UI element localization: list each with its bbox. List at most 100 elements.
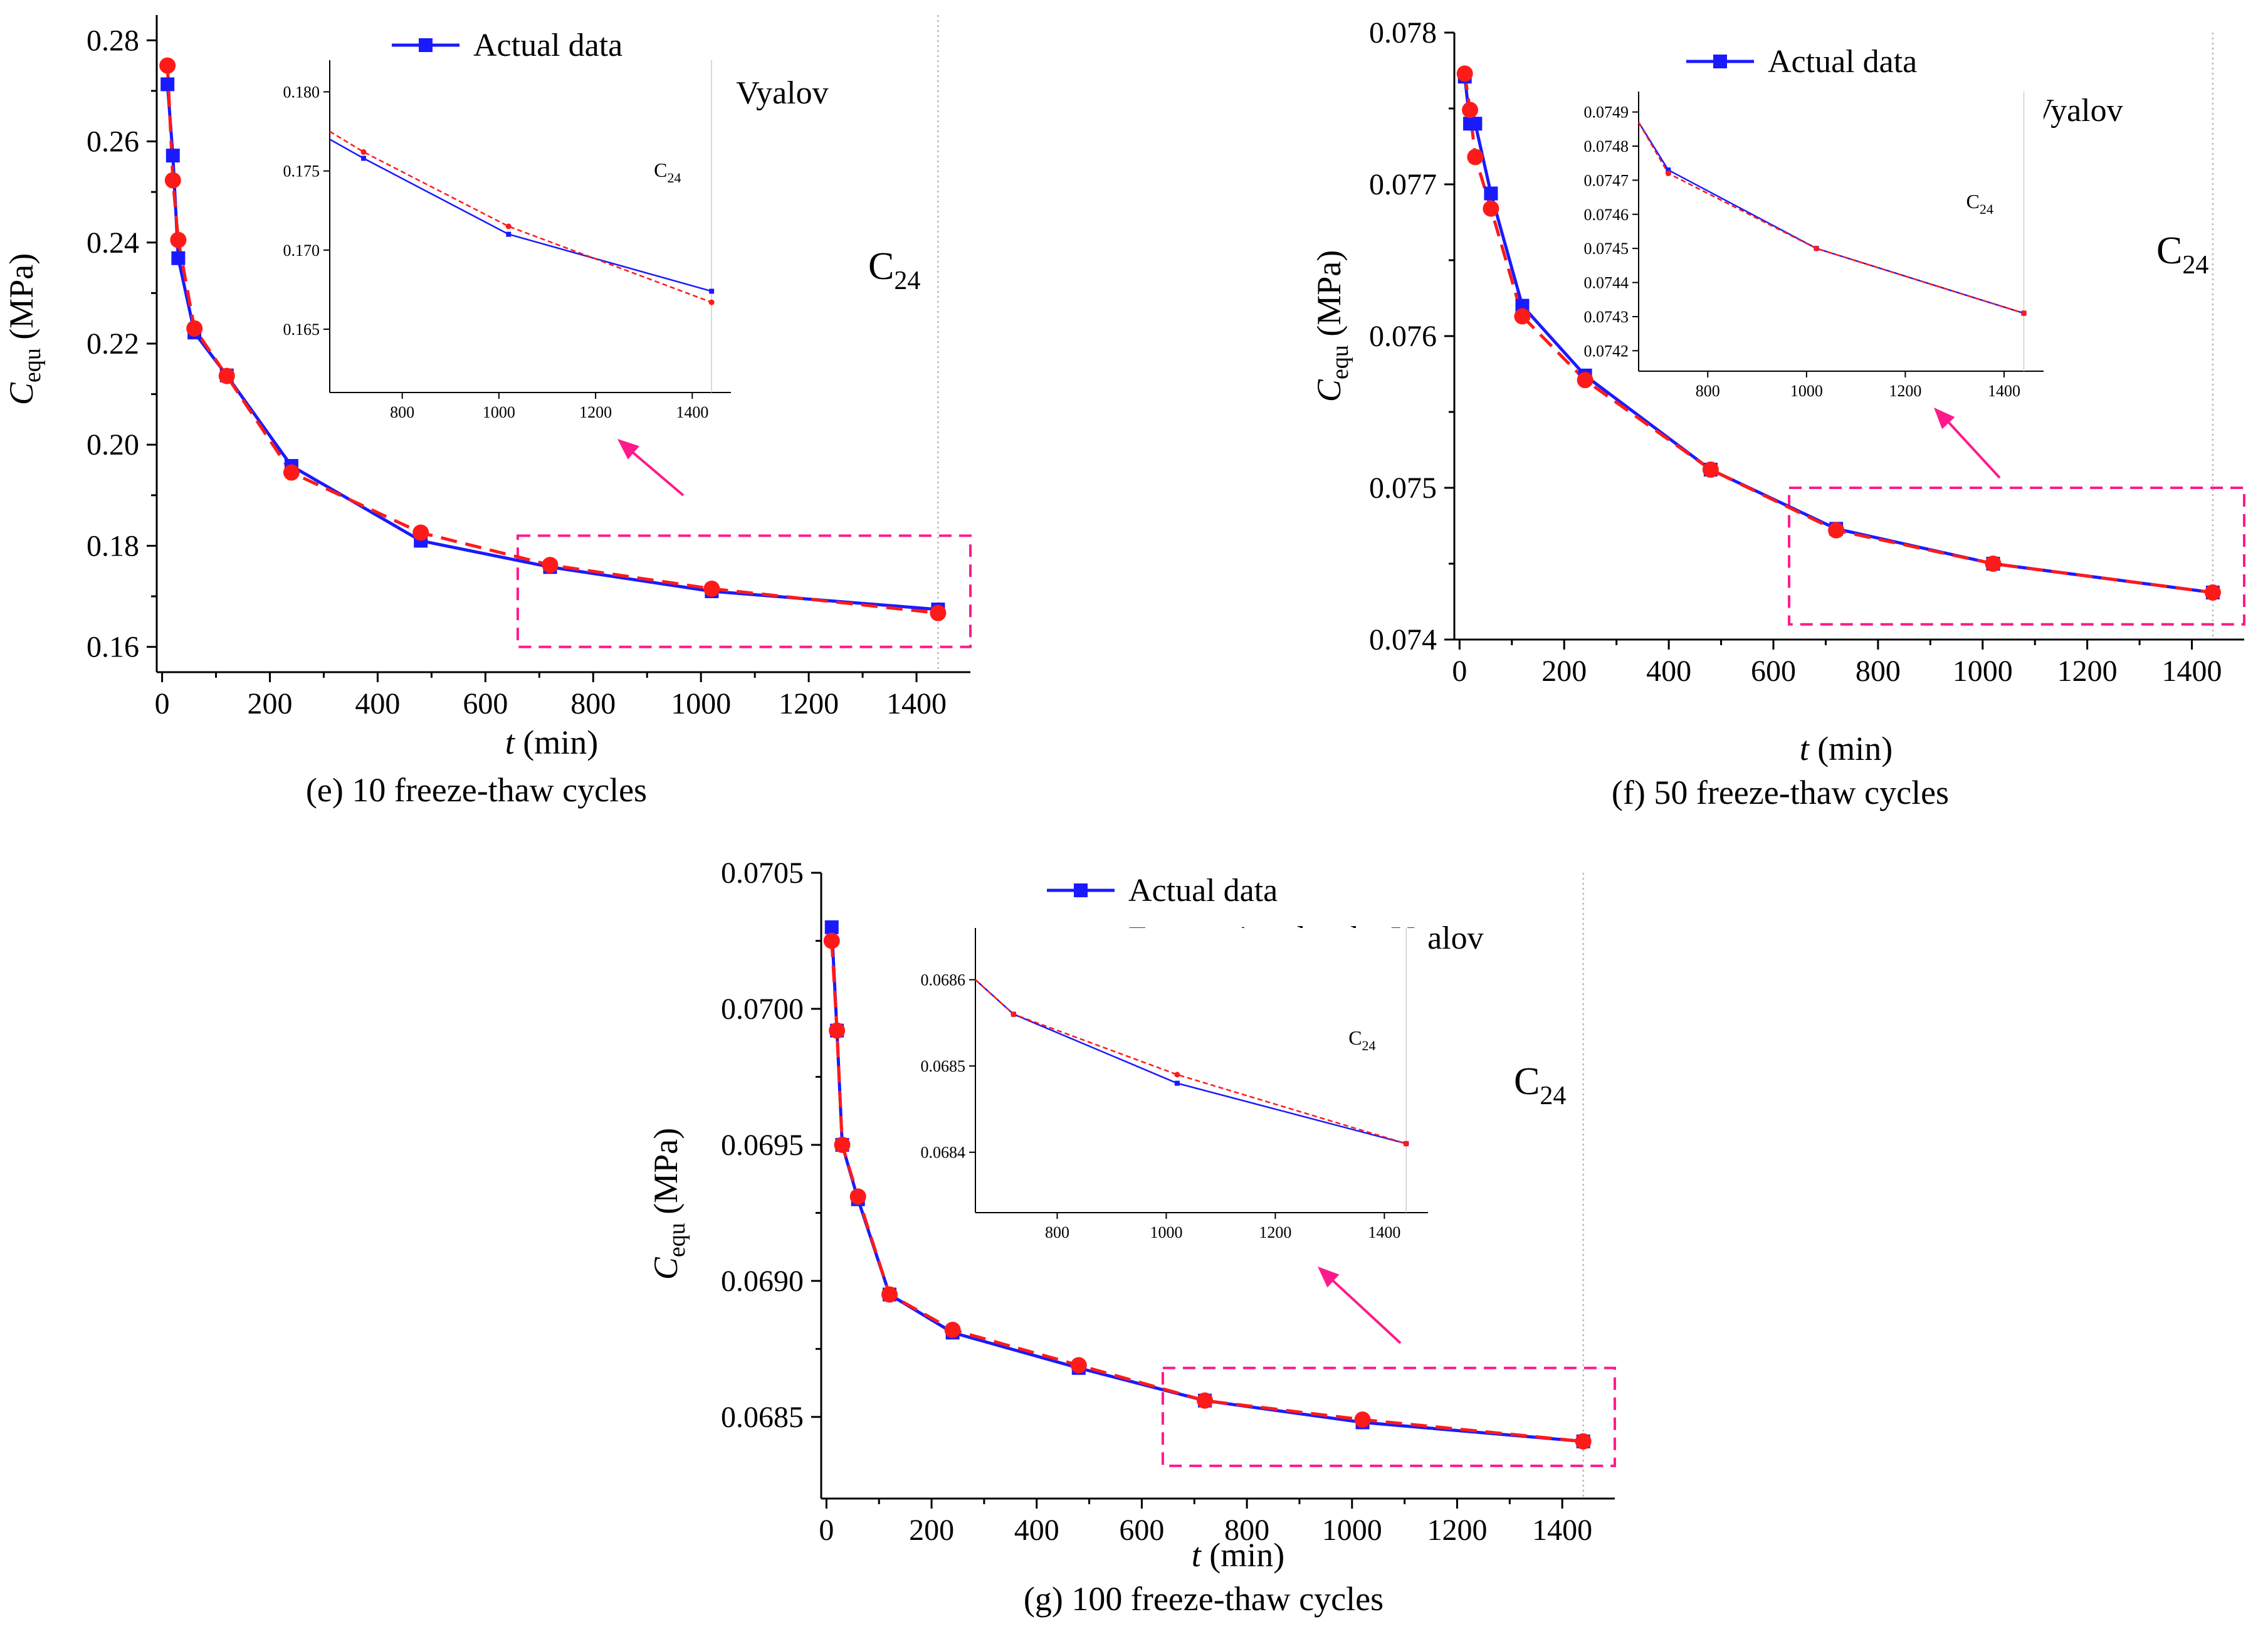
- x-tick-label: 1400: [886, 687, 947, 720]
- inset-point-actual: [506, 231, 512, 237]
- x-tick-label: 800: [1224, 1514, 1269, 1547]
- panel-caption: (e) 10 freeze-thaw cycles: [306, 771, 647, 809]
- inset-x-tick-label: 1200: [1889, 382, 1921, 400]
- inset-y-tick-label: 0.0748: [1584, 137, 1629, 155]
- data-point-forecast: [170, 231, 187, 248]
- x-tick-label: 0: [1452, 655, 1467, 688]
- x-tick-label: 400: [355, 687, 400, 720]
- x-axis-label: t (min): [505, 724, 599, 761]
- zoom-arrow-head: [1934, 408, 1955, 430]
- panel-caption: (g) 100 freeze-thaw cycles: [1024, 1580, 1383, 1618]
- data-point-forecast: [1577, 372, 1593, 389]
- zoom-arrow-head: [1318, 1267, 1340, 1288]
- data-point-actual: [171, 251, 186, 265]
- inset-point-actual: [360, 155, 366, 161]
- panel-e: 0 200 400 600 800 1000 1200 1400 0.16 0.18 0.20 0.2…: [3, 15, 972, 809]
- inset-c24-sub: 24: [1980, 201, 1993, 217]
- inset-y-tick-label: 0.0684: [921, 1144, 966, 1162]
- x-tick-label: 600: [1751, 655, 1796, 688]
- x-axis-label-unit: (min): [1809, 730, 1893, 767]
- zoom-box: [1161, 1366, 1617, 1467]
- y-tick-label: 0.078: [1369, 16, 1437, 50]
- inset-c24-label: C24: [654, 159, 681, 186]
- y-tick-label: 0.0695: [721, 1129, 804, 1162]
- inset-g: 800 1000 1200 1400 0.0684 0.0685 0.0686 C24: [921, 928, 1428, 1241]
- y-tick-label: 0.28: [87, 24, 139, 57]
- inset-x-tick-label: 1000: [483, 403, 515, 421]
- x-axis-label: t (min): [1800, 730, 1893, 767]
- data-point-forecast: [834, 1136, 851, 1153]
- y-axis-label: Cequ (MPa): [3, 253, 46, 405]
- data-point-forecast: [1575, 1433, 1592, 1450]
- data-point-forecast: [1070, 1357, 1087, 1374]
- x-tick-label: 1200: [2057, 655, 2118, 688]
- zoom-arrow-head: [617, 439, 639, 460]
- y-axis-label-unit: (MPa): [647, 1128, 685, 1223]
- inset-line-forecast: [975, 979, 1407, 1145]
- data-point-actual: [1468, 117, 1483, 131]
- inset-point-forecast: [360, 149, 367, 155]
- inset-point-actual: [709, 288, 715, 294]
- data-point-forecast: [1354, 1411, 1371, 1428]
- zoom-arrow: [1940, 413, 2001, 479]
- inset-c24-main: C: [1348, 1026, 1362, 1049]
- x-tick-label: 800: [1856, 655, 1901, 688]
- x-tick-label: 0: [819, 1514, 834, 1547]
- y-tick-label: 0.077: [1369, 168, 1437, 201]
- y-axis-label: Cequ (MPa): [1310, 250, 1353, 402]
- y-axis-label-unit: (MPa): [3, 253, 40, 348]
- series-line-actual: [830, 927, 1583, 1443]
- data-point-actual: [824, 920, 839, 934]
- data-point-forecast: [930, 604, 947, 621]
- data-point-actual: [165, 149, 180, 163]
- data-point-forecast: [186, 320, 203, 337]
- c24-label: C24: [1514, 1060, 1566, 1110]
- inset-f: 800 1000 1200 1400 0.0742 0.0743 0.0744 0.0745 0…: [1584, 92, 2044, 400]
- x-axis-label-var: t: [1192, 1536, 1202, 1574]
- inset-x-tick-label: 800: [390, 403, 414, 421]
- y-tick-label: 0.18: [87, 529, 139, 562]
- inset-line-actual: [329, 139, 712, 292]
- c24-label-sub: 24: [1540, 1082, 1566, 1110]
- y-tick-label: 0.24: [87, 226, 139, 260]
- y-axis-label-var: C: [647, 1257, 685, 1280]
- inset-x-tick-label: 1200: [579, 403, 612, 421]
- inset-point-actual: [1666, 167, 1671, 173]
- legend-label-actual: Actual data: [1768, 44, 1917, 80]
- inset-point-forecast: [2020, 310, 2027, 317]
- inset-point-forecast: [1011, 1011, 1017, 1018]
- y-tick-label: 0.075: [1369, 472, 1437, 505]
- inset-y-tick-label: 0.180: [283, 83, 320, 101]
- c24-label-sub: 24: [2182, 251, 2208, 280]
- data-point-forecast: [1197, 1392, 1214, 1409]
- data-point-forecast: [703, 580, 720, 597]
- data-point-actual: [1484, 186, 1498, 201]
- data-point-forecast: [1514, 308, 1531, 325]
- x-axis-label: t (min): [1192, 1536, 1285, 1574]
- inset-y-tick-label: 0.165: [283, 320, 320, 339]
- y-axis-label-unit: (MPa): [1310, 250, 1348, 345]
- y-tick-label: 0.076: [1369, 320, 1437, 353]
- x-tick-label: 400: [1646, 655, 1691, 688]
- x-axis-label-var: t: [1800, 730, 1810, 767]
- data-point-forecast: [2204, 584, 2221, 601]
- zoom-box: [516, 534, 972, 648]
- inset-line-actual: [1637, 122, 2024, 314]
- inset-c24-main: C: [654, 159, 667, 181]
- inset-c24-sub: 24: [1362, 1038, 1376, 1053]
- inset-x-tick-label: 800: [1696, 382, 1720, 400]
- zoom-arrow: [624, 445, 685, 497]
- inset-point-actual: [1174, 1080, 1180, 1086]
- series-line-forecast: [1463, 73, 2213, 594]
- x-tick-label: 200: [1541, 655, 1587, 688]
- inset-y-tick-label: 0.0746: [1584, 206, 1629, 224]
- data-point-forecast: [823, 932, 840, 949]
- c24-label-sub: 24: [894, 266, 920, 295]
- data-point-forecast: [542, 557, 559, 574]
- inset-x-tick-label: 1000: [1150, 1223, 1182, 1241]
- inset-y-tick-label: 0.170: [283, 241, 320, 260]
- inset-y-tick-label: 0.0745: [1584, 240, 1629, 258]
- y-tick-label: 0.0705: [721, 856, 804, 890]
- inset-line-forecast: [1637, 122, 2024, 314]
- legend-label-actual: Actual data: [473, 28, 622, 63]
